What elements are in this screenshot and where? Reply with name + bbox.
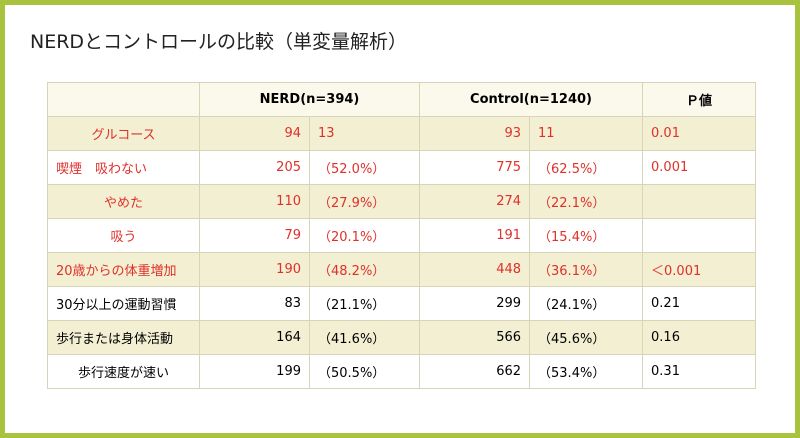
table-cell: 30分以上の運動習慣 [47,286,200,321]
table-cell: 299 [419,286,531,321]
table-cell: 199 [199,354,310,389]
table-row: グルコース 94 13 93 11 0.01 [47,116,757,151]
table-cell: 205 [199,150,310,185]
table-cell: 448 [419,252,531,287]
table-cell: 0.01 [642,116,757,151]
table-cell: 0.21 [642,286,757,321]
table-cell: 歩行速度が速い [47,354,200,389]
table-cell: 11 [529,116,644,151]
table-cell: 20歳からの体重増加 [47,252,200,287]
table-cell: グルコース [47,116,200,151]
table-cell: （27.9%） [308,184,421,219]
table-cell: 110 [199,184,310,219]
table-cell: 93 [419,116,531,151]
table-cell [642,184,757,219]
table-cell: （36.1%） [529,252,644,287]
table-cell: Control(n=1240) [419,82,644,117]
table-cell: （41.6%） [308,320,421,355]
table-row: 喫煙 吸わない 205 （52.0%） 775 （62.5%） 0.001 [47,150,757,185]
table-cell: NERD(n=394) [198,82,421,117]
table-cell: 190 [199,252,310,287]
table-cell: 662 [419,354,531,389]
table-cell: （21.1%） [308,286,421,321]
table-cell: （24.1%） [529,286,644,321]
header-row: NERD(n=394) Control(n=1240) Ｐ値 [47,82,757,117]
table-cell [642,218,757,253]
table-cell: 79 [199,218,310,253]
table-cell: 喫煙 吸わない [47,150,200,185]
table-cell: （50.5%） [308,354,421,389]
table-cell: （15.4%） [529,218,644,253]
table-cell: （22.1%） [529,184,644,219]
table-cell: 83 [199,286,310,321]
table-cell: （52.0%） [308,150,421,185]
table-cell: （48.2%） [308,252,421,287]
table-cell: ＜0.001 [642,252,757,287]
table-cell: 吸う [47,218,200,253]
table-cell: 566 [419,320,531,355]
table-cell: （53.4%） [529,354,644,389]
table-row: 歩行速度が速い 199 （50.5%） 662 （53.4%） 0.31 [47,354,757,389]
table-cell: Ｐ値 [642,82,757,117]
table-cell: （62.5%） [529,150,644,185]
table-cell: やめた [47,184,200,219]
table-cell: 164 [199,320,310,355]
table-row: 20歳からの体重増加 190 （48.2%） 448 （36.1%） ＜0.001 [47,252,757,287]
comparison-table: NERD(n=394) Control(n=1240) Ｐ値 グルコース 94 13 93 1… [47,82,757,389]
table-row: 吸う 79 （20.1%） 191 （15.4%） [47,218,757,253]
table-cell: 0.16 [642,320,757,355]
table-cell: 775 [419,150,531,185]
table-row: 30分以上の運動習慣 83 （21.1%） 299 （24.1%） 0.21 [47,286,757,321]
table-cell: 歩行または身体活動 [47,320,200,355]
table-cell: 0.001 [642,150,757,185]
table-cell: （45.6%） [529,320,644,355]
table-cell [47,82,200,117]
table-cell: 0.31 [642,354,757,389]
table-cell: 191 [419,218,531,253]
table-cell: （20.1%） [308,218,421,253]
table-row: 歩行または身体活動 164 （41.6%） 566 （45.6%） 0.16 [47,320,757,355]
table-cell: 274 [419,184,531,219]
table-cell: 94 [199,116,310,151]
slide-title: NERDとコントロールの比較（単変量解析） [30,31,408,53]
table-cell: 13 [308,116,421,151]
table-row: やめた 110 （27.9%） 274 （22.1%） [47,184,757,219]
